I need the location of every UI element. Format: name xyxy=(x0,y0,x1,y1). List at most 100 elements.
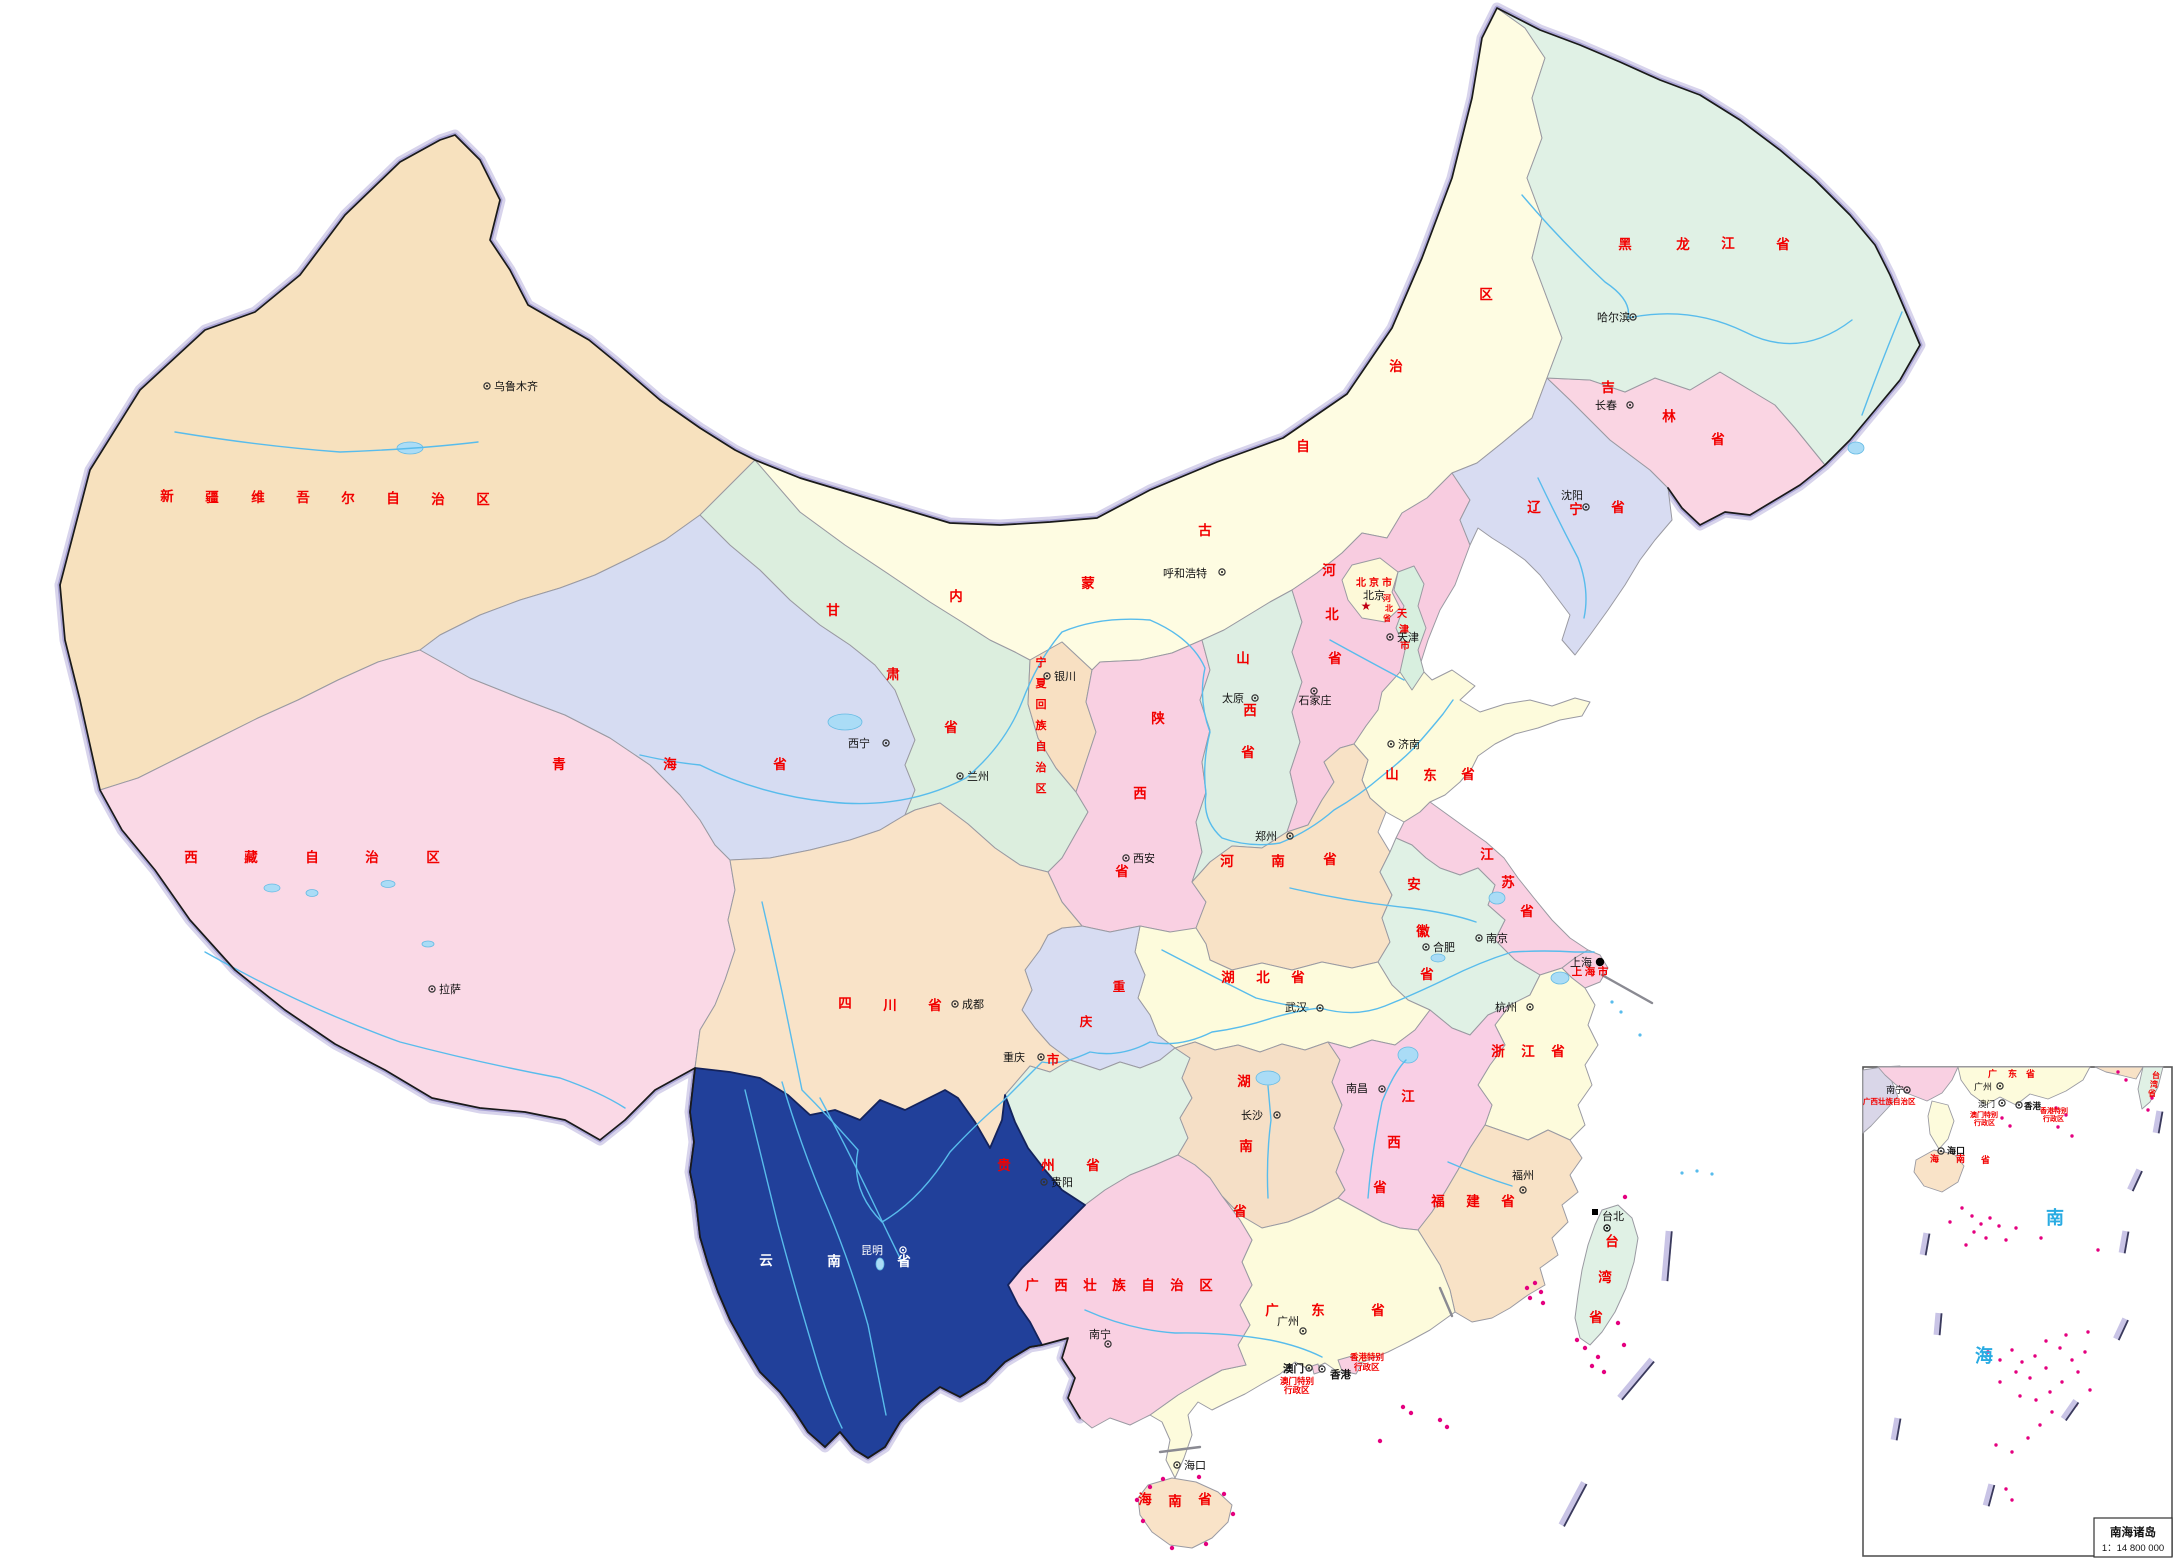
river-huanghe xyxy=(639,618,1454,846)
island-dot xyxy=(1169,1545,1175,1551)
province-label: 云 xyxy=(759,1253,773,1268)
river-lancang xyxy=(781,1081,887,1416)
island-dot xyxy=(1377,1438,1383,1444)
city-label: 银川 xyxy=(1054,669,1076,683)
inset-island-dot xyxy=(2044,1366,2048,1370)
region-tianjin[interactable] xyxy=(1393,565,1427,691)
city-label: 贵阳 xyxy=(1051,1176,1073,1189)
province-label: 河 xyxy=(1322,562,1336,578)
boundary-dash xyxy=(2152,1110,2164,1134)
river-ganjiang xyxy=(1367,1059,1407,1199)
region-hainan[interactable] xyxy=(1137,1477,1233,1549)
inset-label: 澳门 xyxy=(1978,1099,1995,1109)
province-label: 市 xyxy=(1598,965,1609,978)
province-label: 海 xyxy=(663,756,677,772)
province-label: 西 xyxy=(184,850,198,865)
boundary-dash xyxy=(2118,1230,2130,1254)
inset-label: 澳门特别 xyxy=(1970,1110,1998,1119)
province-label: 四 xyxy=(838,996,852,1011)
lake-tibet-1 xyxy=(263,883,281,893)
region-fujian[interactable] xyxy=(1417,1124,1583,1323)
province-label: 自 xyxy=(1296,438,1310,454)
city-dot xyxy=(1626,401,1634,409)
province-label: 宁 xyxy=(1036,655,1047,669)
inset-region-leizhou[interactable] xyxy=(1927,1100,1955,1150)
inset-island-dot xyxy=(2010,1450,2014,1454)
province-label: 广 xyxy=(1025,1277,1039,1293)
inset-region-guangdong[interactable] xyxy=(1957,1066,2091,1106)
inset-island-dot xyxy=(2033,1354,2037,1358)
province-label: 内 xyxy=(949,588,963,604)
city-label: 福州 xyxy=(1512,1168,1534,1182)
inset-island-dot xyxy=(2038,1423,2042,1427)
city-dot-center xyxy=(430,987,434,991)
inset-island-dot xyxy=(1998,1358,2002,1362)
region-shandong[interactable] xyxy=(1353,665,1591,823)
province-label: 北 xyxy=(1356,576,1366,589)
inset-label: 海口 xyxy=(1947,1145,1965,1156)
inset-island-dot xyxy=(1970,1214,1974,1218)
province-label: 古 xyxy=(1198,522,1212,538)
lake-tibet-4 xyxy=(421,940,435,948)
province-label: 省 xyxy=(1588,1309,1603,1325)
inset-region-taiwan[interactable] xyxy=(2137,1066,2164,1110)
city-dot-center xyxy=(1320,1367,1324,1371)
river-wusuli xyxy=(1861,311,1903,416)
inset-island-dot xyxy=(1964,1243,1968,1247)
inset-island-dot xyxy=(2050,1410,2054,1414)
boundary-dash xyxy=(1890,1417,1902,1441)
province-label: 江 xyxy=(1401,1088,1415,1104)
province-label: 台 xyxy=(1605,1233,1619,1249)
inset-dynamic-content: 南宁广西壮族自治区广东省广州澳门 香港澳门特别行政区香港特别行政区海口海南省台湾省… xyxy=(1863,1068,2164,1507)
inset-island-dot xyxy=(1997,1224,2001,1228)
city-dot xyxy=(1122,854,1130,862)
city-dot xyxy=(1378,1085,1386,1093)
capital-star: ★ xyxy=(1361,599,1372,613)
province-label: 藏 xyxy=(244,849,258,865)
province-label: 上 xyxy=(1572,965,1583,978)
city-dot xyxy=(1526,1003,1534,1011)
region-beijing[interactable] xyxy=(1341,557,1401,623)
province-label: 北 xyxy=(1325,607,1339,622)
city-dot-center xyxy=(1288,834,1292,838)
island-dot xyxy=(1230,1511,1236,1517)
inset-island-dot xyxy=(2004,1238,2008,1242)
inset-island-dot xyxy=(2014,1226,2018,1230)
inset-island-dot xyxy=(2039,1236,2043,1240)
city-label: 澳门 xyxy=(1283,1362,1304,1375)
city-label: 武汉 xyxy=(1285,1001,1307,1014)
inset-label: 广 xyxy=(1988,1068,1997,1079)
province-label: 苏 xyxy=(1501,874,1515,890)
province-label: 区 xyxy=(1479,287,1493,302)
province-label: 省 xyxy=(1460,766,1475,782)
province-label: 省 xyxy=(1327,650,1342,666)
province-label: 蒙 xyxy=(1081,575,1095,591)
province-label: 宁 xyxy=(1569,501,1583,517)
island-dot xyxy=(1437,1417,1443,1423)
province-label: 西 xyxy=(1387,1135,1401,1150)
city-label: 台北 xyxy=(1602,1209,1624,1223)
province-label: 西 xyxy=(1133,786,1147,801)
city-dot xyxy=(2015,1101,2023,1109)
region-taiwan[interactable] xyxy=(1574,1204,1639,1346)
province-label: 徽 xyxy=(1415,923,1430,939)
nine-dash-layer xyxy=(1558,1230,1673,1527)
province-label: 甘 xyxy=(826,602,840,618)
city-dot xyxy=(1273,1111,1281,1119)
inset-region-guangxi[interactable] xyxy=(1877,1066,1959,1102)
island-dot-blue xyxy=(1619,1010,1623,1014)
region-hongkong[interactable] xyxy=(1337,1355,1363,1375)
inset-island-dot xyxy=(2044,1339,2048,1343)
province-label: 吾 xyxy=(296,490,310,505)
river-zhujiang xyxy=(1084,1309,1323,1358)
inset-island-dot xyxy=(1998,1380,2002,1384)
city-dot-center xyxy=(2000,1101,2004,1105)
inset-label: 广西壮族自治区 xyxy=(1863,1096,1916,1106)
city-dot xyxy=(1043,672,1051,680)
city-dot xyxy=(1937,1147,1945,1155)
inset-island-dot xyxy=(2056,1125,2060,1129)
island-dot xyxy=(1400,1404,1406,1410)
province-label: 自 xyxy=(305,849,319,865)
